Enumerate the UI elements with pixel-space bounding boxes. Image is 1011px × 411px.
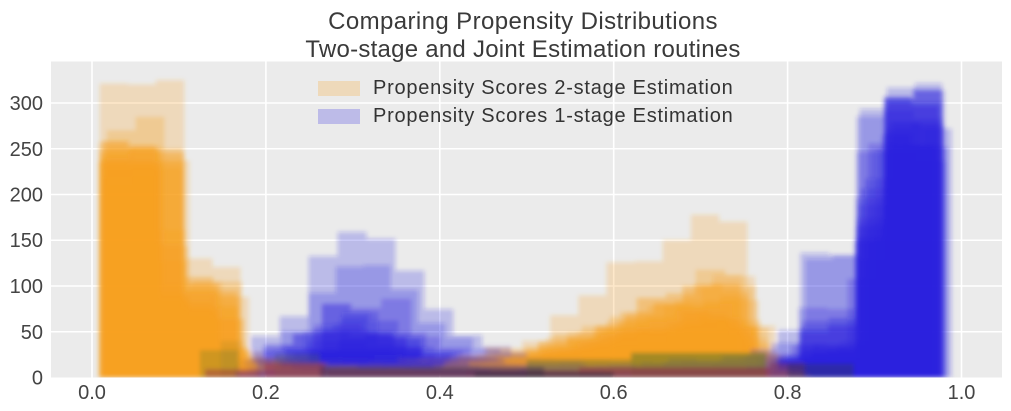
svg-text:Comparing Propensity Distribut: Comparing Propensity Distributions — [328, 8, 718, 35]
svg-text:0.8: 0.8 — [774, 382, 802, 404]
svg-text:300: 300 — [10, 93, 43, 115]
svg-text:1.0: 1.0 — [948, 382, 976, 404]
svg-text:Two-stage and Joint Estimation: Two-stage and Joint Estimation routines — [305, 36, 740, 63]
svg-text:0.2: 0.2 — [252, 382, 280, 404]
svg-text:Propensity Scores 1-stage Esti: Propensity Scores 1-stage Estimation — [373, 105, 734, 127]
svg-text:0.0: 0.0 — [78, 382, 106, 404]
svg-text:0.6: 0.6 — [600, 382, 628, 404]
svg-text:150: 150 — [10, 230, 43, 252]
svg-text:0: 0 — [32, 368, 43, 390]
svg-text:50: 50 — [21, 322, 43, 344]
svg-text:100: 100 — [10, 276, 43, 298]
svg-text:250: 250 — [10, 139, 43, 161]
svg-text:0.4: 0.4 — [426, 382, 454, 404]
svg-text:200: 200 — [10, 185, 43, 207]
svg-text:Propensity Scores 2-stage Esti: Propensity Scores 2-stage Estimation — [373, 77, 734, 99]
